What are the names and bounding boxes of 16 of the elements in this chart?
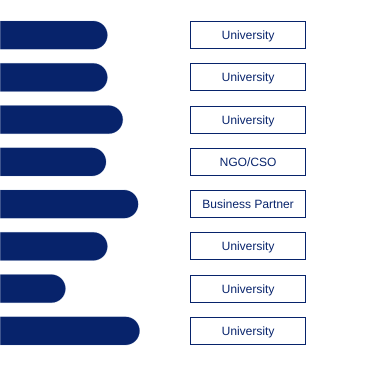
y-tick-label: University <box>222 282 274 296</box>
y-tick-label: University <box>222 70 274 84</box>
bar <box>0 62 108 92</box>
y-tick-label: Business Partner <box>202 197 294 211</box>
y-tick-label: University <box>222 113 274 127</box>
y-tick-label: University <box>222 324 274 338</box>
bar <box>0 274 66 304</box>
bar <box>0 190 139 219</box>
bar <box>0 232 108 261</box>
y-tick-label: NGO/CSO <box>220 155 276 169</box>
bar <box>0 316 140 346</box>
bar <box>0 20 108 50</box>
y-tick-label: University <box>222 239 274 253</box>
bar <box>0 105 124 134</box>
bar <box>0 147 107 176</box>
y-tick-label: University <box>222 28 274 42</box>
